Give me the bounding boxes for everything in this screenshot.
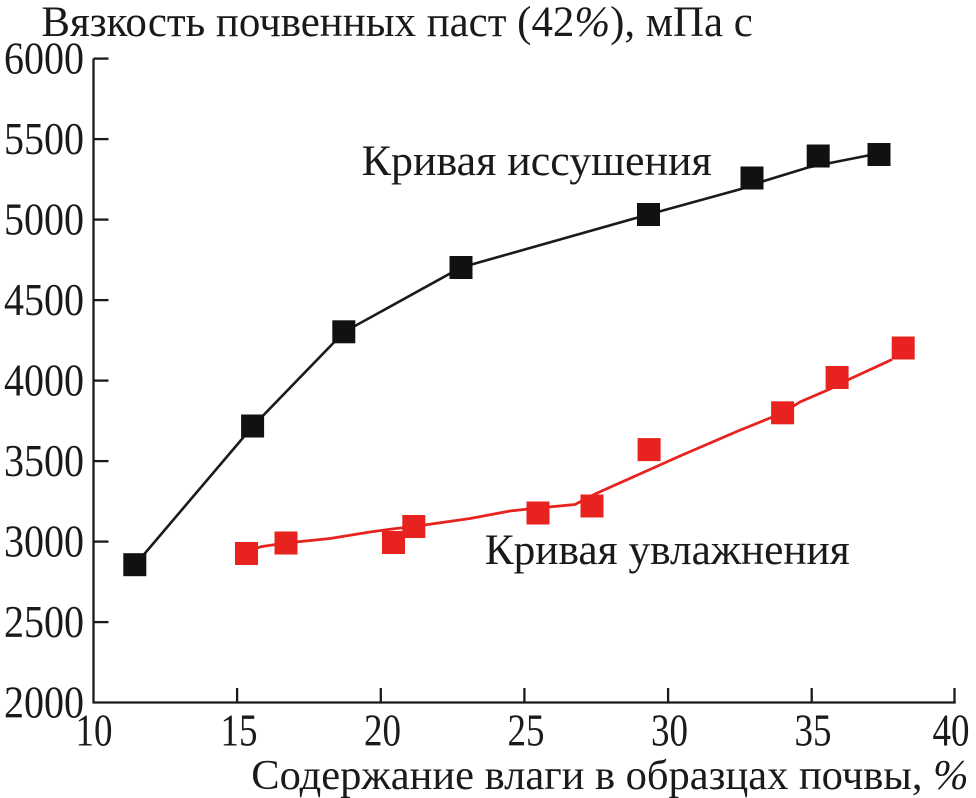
svg-text:Вязкость почвенных паст (42%),: Вязкость почвенных паст (42%), мПа с (41, 0, 752, 46)
svg-text:Кривая иссушения: Кривая иссушения (362, 137, 712, 185)
svg-text:6000: 6000 (4, 33, 84, 83)
svg-text:Кривая увлажнения: Кривая увлажнения (485, 526, 850, 574)
svg-text:3000: 3000 (4, 516, 84, 566)
svg-text:30: 30 (651, 706, 688, 756)
svg-text:4000: 4000 (4, 355, 84, 405)
svg-text:5000: 5000 (4, 194, 84, 244)
svg-text:40: 40 (933, 706, 970, 756)
svg-text:5500: 5500 (4, 114, 84, 164)
svg-text:2000: 2000 (4, 677, 84, 727)
svg-text:20: 20 (364, 706, 401, 756)
svg-text:15: 15 (221, 706, 258, 756)
svg-text:35: 35 (795, 706, 832, 756)
svg-text:10: 10 (76, 706, 113, 756)
svg-text:4500: 4500 (4, 275, 84, 325)
svg-text:Содержание влаги в образцах по: Содержание влаги в образцах почвы, % (251, 752, 968, 798)
svg-text:3500: 3500 (4, 436, 84, 486)
svg-text:25: 25 (508, 706, 545, 756)
svg-text:2500: 2500 (4, 597, 84, 647)
